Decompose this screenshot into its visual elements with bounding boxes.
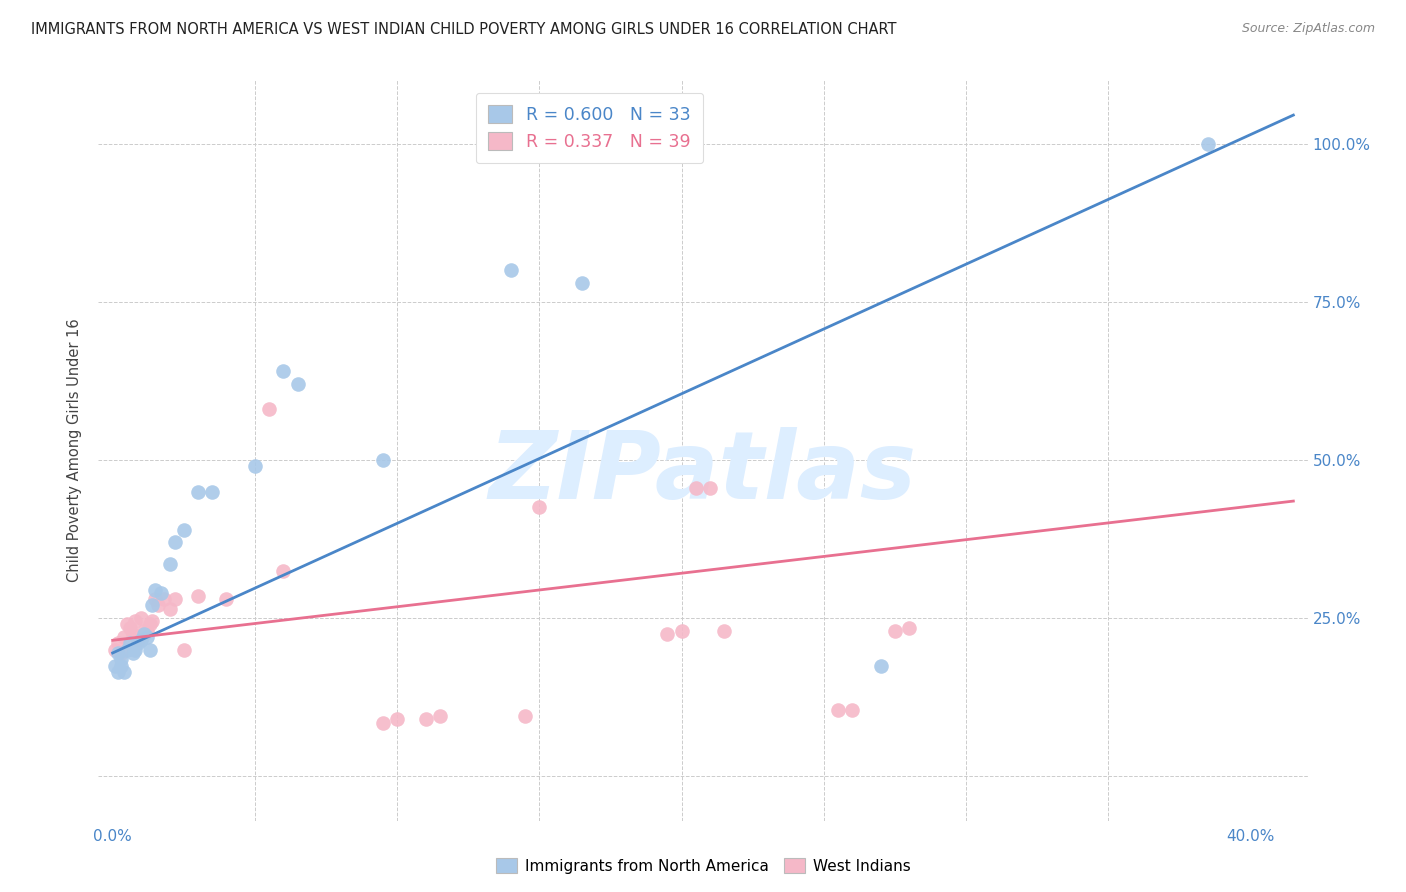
Point: [143, 592, 166, 607]
Point: [371, 453, 394, 467]
Point: [159, 601, 181, 615]
Point: [898, 621, 921, 635]
Point: [529, 136, 551, 151]
Point: [165, 535, 187, 549]
Text: Source: ZipAtlas.com: Source: ZipAtlas.com: [1241, 22, 1375, 36]
Point: [127, 636, 149, 650]
Point: [869, 658, 891, 673]
Legend: R = 0.600   N = 33, R = 0.337   N = 39: R = 0.600 N = 33, R = 0.337 N = 39: [475, 93, 703, 163]
Point: [150, 586, 173, 600]
Point: [127, 633, 149, 648]
Point: [135, 630, 157, 644]
Point: [515, 709, 537, 723]
Point: [699, 482, 721, 496]
Y-axis label: Child Poverty Among Girls Under 16: Child Poverty Among Girls Under 16: [67, 318, 83, 582]
Point: [110, 658, 132, 673]
Point: [685, 482, 707, 496]
Point: [187, 484, 209, 499]
Point: [107, 646, 129, 660]
Point: [884, 624, 907, 638]
Point: [1197, 136, 1219, 151]
Point: [201, 484, 224, 499]
Point: [287, 377, 309, 392]
Point: [273, 564, 295, 578]
Point: [138, 642, 160, 657]
Point: [146, 599, 169, 613]
Point: [110, 646, 132, 660]
Point: [112, 630, 135, 644]
Point: [110, 652, 132, 666]
Point: [841, 703, 863, 717]
Point: [415, 712, 437, 726]
Point: [118, 636, 141, 650]
Text: IMMIGRANTS FROM NORTH AMERICA VS WEST INDIAN CHILD POVERTY AMONG GIRLS UNDER 16 : IMMIGRANTS FROM NORTH AMERICA VS WEST IN…: [31, 22, 897, 37]
Point: [371, 715, 394, 730]
Point: [429, 709, 451, 723]
Point: [129, 633, 152, 648]
Point: [121, 627, 143, 641]
Point: [713, 624, 735, 638]
Point: [141, 615, 163, 629]
Point: [159, 558, 181, 572]
Point: [499, 263, 522, 277]
Point: [657, 627, 679, 641]
Point: [141, 599, 163, 613]
Point: [132, 624, 155, 638]
Point: [273, 364, 295, 378]
Point: [215, 592, 238, 607]
Point: [187, 589, 209, 603]
Point: [115, 617, 138, 632]
Point: [627, 136, 650, 151]
Point: [118, 621, 141, 635]
Point: [153, 592, 176, 607]
Point: [165, 592, 187, 607]
Point: [107, 636, 129, 650]
Point: [385, 712, 408, 726]
Point: [112, 665, 135, 679]
Point: [173, 523, 195, 537]
Point: [143, 582, 166, 597]
Point: [104, 658, 127, 673]
Point: [571, 276, 593, 290]
Point: [104, 642, 127, 657]
Point: [115, 642, 138, 657]
Point: [173, 642, 195, 657]
Point: [827, 703, 849, 717]
Point: [124, 615, 146, 629]
Point: [529, 500, 551, 515]
Point: [124, 642, 146, 657]
Point: [132, 627, 155, 641]
Point: [129, 611, 152, 625]
Point: [135, 624, 157, 638]
Point: [257, 402, 280, 417]
Legend: Immigrants from North America, West Indians: Immigrants from North America, West Indi…: [489, 852, 917, 880]
Point: [243, 459, 266, 474]
Point: [138, 617, 160, 632]
Point: [671, 624, 693, 638]
Text: ZIPatlas: ZIPatlas: [489, 426, 917, 518]
Point: [107, 665, 129, 679]
Point: [121, 646, 143, 660]
